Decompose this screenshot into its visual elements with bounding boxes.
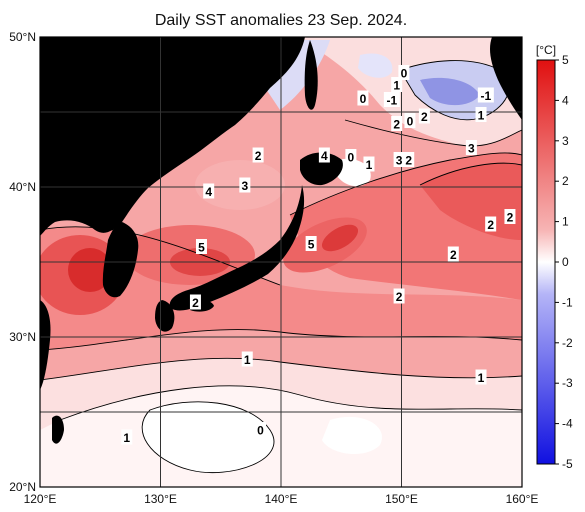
contour-label: 2 <box>504 209 516 225</box>
svg-text:0: 0 <box>348 151 355 165</box>
svg-text:0: 0 <box>401 67 408 81</box>
contour-label: 2 <box>393 288 405 304</box>
svg-text:0: 0 <box>407 115 414 129</box>
y-tick-label: 40°N <box>9 180 36 194</box>
contour-label: 4 <box>318 147 330 163</box>
colorbar-tick-label: 2 <box>562 174 569 188</box>
svg-text:-1: -1 <box>387 94 398 108</box>
svg-text:2: 2 <box>396 290 403 304</box>
contour-label: 1 <box>475 107 487 123</box>
svg-text:4: 4 <box>321 149 328 163</box>
x-tick-label: 120°E <box>24 492 57 506</box>
colorbar-scale <box>536 59 556 465</box>
svg-text:3: 3 <box>396 154 403 168</box>
graticule <box>40 37 522 487</box>
svg-text:3: 3 <box>468 142 475 156</box>
contour-label: 0 <box>345 149 357 165</box>
x-tick-label: 160°E <box>506 492 539 506</box>
colorbar-tick-label: 3 <box>562 134 569 148</box>
svg-text:2: 2 <box>507 211 514 225</box>
svg-text:2: 2 <box>393 118 400 132</box>
colorbar-tick-label: -2 <box>562 336 573 350</box>
colorbar-tick-label: -1 <box>562 295 573 309</box>
contour-label: 1 <box>121 429 133 445</box>
x-tick-label: 140°E <box>265 492 298 506</box>
contour-label: 2 <box>418 108 430 124</box>
contour-label: 4 <box>203 183 215 199</box>
contour-label: 1 <box>363 156 375 172</box>
y-tick-label: 50°N <box>9 30 36 44</box>
svg-text:1: 1 <box>478 109 485 123</box>
colorbar-tick-label: 0 <box>562 255 569 269</box>
svg-text:5: 5 <box>198 241 205 255</box>
colorbar-tick-label: 4 <box>562 93 569 107</box>
colorbar: [°C] 5 4 3 2 1 0 -1 -2 -3 -4 -5 <box>536 43 573 471</box>
svg-text:1: 1 <box>478 371 485 385</box>
contour-label: 0 <box>404 113 416 129</box>
contour-label: 2 <box>403 152 415 168</box>
contour-label: 1 <box>475 369 487 385</box>
contour-label: -1 <box>383 92 400 108</box>
x-axis-ticks: 120°E 130°E 140°E 150°E 160°E <box>24 492 539 506</box>
contour-label: 0 <box>357 90 369 106</box>
svg-text:0: 0 <box>257 424 264 438</box>
colorbar-ticks: 5 4 3 2 1 0 -1 -2 -3 -4 -5 <box>555 53 573 471</box>
land <box>40 37 522 444</box>
contour-label: 3 <box>465 140 477 156</box>
contour-label: -1 <box>477 87 494 103</box>
y-tick-label: 30°N <box>9 330 36 344</box>
svg-text:1: 1 <box>244 353 251 367</box>
x-tick-label: 150°E <box>385 492 418 506</box>
svg-text:2: 2 <box>421 110 428 124</box>
y-axis-ticks: 50°N 40°N 30°N 20°N <box>9 30 36 494</box>
svg-text:0: 0 <box>360 92 367 106</box>
svg-text:1: 1 <box>393 79 400 93</box>
svg-text:2: 2 <box>192 296 199 310</box>
contour-label: 1 <box>391 77 403 93</box>
contour-label: 0 <box>255 422 267 438</box>
contour-label: 1 <box>241 351 253 367</box>
contour-label: 2 <box>189 294 201 310</box>
contour-label: 2 <box>447 246 459 262</box>
svg-text:2: 2 <box>405 154 412 168</box>
contour-label: 2 <box>485 216 497 232</box>
colorbar-unit: [°C] <box>536 43 556 57</box>
colorbar-tick-label: -5 <box>562 457 573 471</box>
colorbar-tick-label: -3 <box>562 376 573 390</box>
x-tick-label: 130°E <box>144 492 177 506</box>
map-title: Daily SST anomalies 23 Sep. 2024. <box>154 12 408 29</box>
contour-label: 5 <box>195 239 207 255</box>
y-tick-label: 20°N <box>9 480 36 494</box>
contour-label: 2 <box>252 147 264 163</box>
contour-label: 3 <box>393 152 405 168</box>
contour-label: 3 <box>239 177 251 193</box>
colorbar-tick-label: -4 <box>562 417 573 431</box>
svg-text:3: 3 <box>242 179 249 193</box>
svg-text:2: 2 <box>487 218 494 232</box>
map-frame <box>39 36 523 488</box>
colorbar-tick-label: 5 <box>562 53 569 67</box>
svg-text:5: 5 <box>308 238 315 252</box>
contour-label: 2 <box>391 116 403 132</box>
svg-text:2: 2 <box>450 248 457 262</box>
svg-text:1: 1 <box>366 158 373 172</box>
svg-text:1: 1 <box>123 431 130 445</box>
contour-label: 0 <box>398 65 410 81</box>
svg-text:2: 2 <box>255 149 262 163</box>
colorbar-tick-label: 1 <box>562 215 569 229</box>
svg-text:4: 4 <box>205 185 212 199</box>
svg-text:-1: -1 <box>481 89 492 103</box>
contour-label: 5 <box>305 236 317 252</box>
